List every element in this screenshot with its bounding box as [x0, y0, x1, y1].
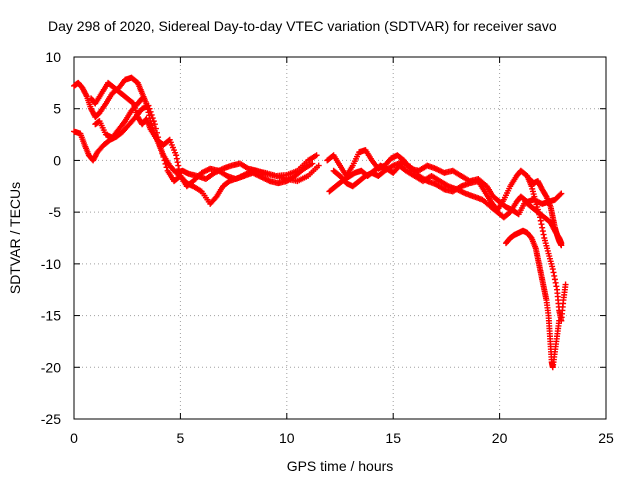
data-point: [309, 160, 316, 167]
data-point: [162, 160, 169, 167]
data-point: [557, 191, 564, 198]
data-point: [558, 190, 565, 197]
axis-ticks: 0 5 10 15 20 25 -25 -20 -15 -10 -5 0 5 10: [41, 49, 614, 446]
data-point: [175, 162, 182, 169]
data-point: [537, 214, 544, 221]
data-point: [550, 269, 557, 276]
y-tick-label: -20: [41, 359, 61, 375]
x-axis-label: GPS time / hours: [287, 458, 394, 474]
data-point: [138, 96, 145, 103]
data-points: [71, 74, 569, 371]
x-tick-label: 0: [70, 430, 78, 446]
data-point: [562, 281, 569, 288]
data-point: [315, 162, 322, 169]
x-tick-label: 20: [492, 430, 508, 446]
data-point: [551, 272, 558, 279]
data-point: [539, 228, 546, 235]
data-point: [160, 153, 167, 160]
data-point: [174, 159, 181, 166]
data-point: [553, 283, 560, 290]
y-axis-label: SDTVAR / TECUs: [7, 182, 23, 294]
data-point: [139, 95, 146, 102]
y-tick-label: 0: [53, 152, 61, 168]
data-point: [549, 266, 556, 273]
chart-title: Day 298 of 2020, Sidereal Day-to-day VTE…: [48, 18, 557, 34]
data-point: [152, 125, 159, 132]
data-point: [158, 147, 165, 154]
data-point: [148, 111, 155, 118]
data-point: [173, 155, 180, 162]
data-point: [538, 221, 545, 228]
data-point: [176, 169, 183, 176]
y-tick-label: 5: [53, 101, 61, 117]
data-point: [552, 279, 559, 286]
data-point: [163, 164, 170, 171]
data-point: [540, 231, 547, 238]
y-tick-label: -5: [49, 204, 62, 220]
y-tick-label: 10: [45, 49, 61, 65]
x-tick-label: 5: [177, 430, 185, 446]
data-point: [151, 121, 158, 128]
data-point: [175, 166, 182, 173]
data-point: [539, 224, 546, 231]
y-tick-label: -15: [41, 308, 61, 324]
data-point: [150, 118, 157, 125]
grid: [74, 57, 606, 419]
plot-frame: [73, 56, 607, 420]
data-point: [159, 150, 166, 157]
x-tick-label: 25: [598, 430, 614, 446]
x-tick-label: 15: [385, 430, 401, 446]
data-point: [147, 108, 154, 115]
data-point: [149, 115, 156, 122]
data-point: [129, 99, 136, 106]
data-point: [161, 157, 168, 164]
data-point: [145, 102, 152, 109]
data-point: [537, 217, 544, 224]
x-tick-label: 10: [279, 430, 295, 446]
data-point: [558, 242, 565, 249]
data-point: [556, 317, 563, 324]
data-point: [173, 152, 180, 159]
y-tick-label: -10: [41, 256, 61, 272]
data-point: [146, 105, 153, 112]
y-tick-label: -25: [41, 411, 61, 427]
data-point: [313, 152, 320, 159]
data-point: [551, 276, 558, 283]
